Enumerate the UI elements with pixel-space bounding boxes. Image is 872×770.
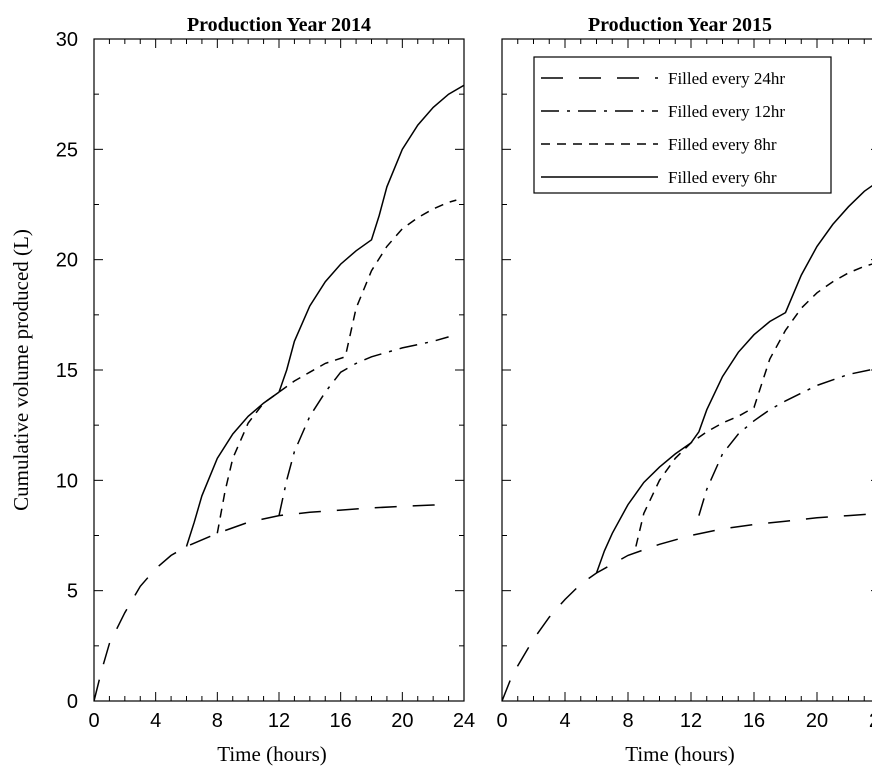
- series-line-1: [502, 513, 872, 701]
- y-tick-label: 5: [67, 581, 78, 603]
- legend-label-3: Filled every 8hr: [668, 135, 777, 154]
- y-tick-label: 0: [67, 691, 78, 713]
- ticks-2014: 0 4 8 12 16 20 24 0 5 10 15 20 25 30: [56, 29, 475, 732]
- x-axis-label-2015: Time (hours): [625, 742, 734, 766]
- series-2015: [502, 184, 872, 701]
- x-tick-label: 8: [622, 710, 633, 732]
- series-line-3: [635, 263, 872, 547]
- panel-title-2014: Production Year 2014: [187, 14, 371, 36]
- x-tick-label: 12: [268, 710, 290, 732]
- x-tick-label: 4: [150, 710, 161, 732]
- panel-2015: Production Year 2015 Time (hours) 0 4 8 12 1…: [496, 14, 872, 766]
- x-tick-label: 16: [330, 710, 352, 732]
- series-2014: [94, 84, 464, 701]
- x-tick-label: 0: [496, 710, 507, 732]
- series-line-2: [278, 336, 449, 516]
- series-line-2: [698, 368, 872, 516]
- series-line-4: [595, 184, 872, 574]
- x-tick-label: 24: [453, 710, 475, 732]
- y-tick-label: 30: [56, 29, 78, 51]
- x-tick-label: 20: [806, 710, 828, 732]
- series-line-1: [94, 503, 449, 701]
- series-line-4: [185, 84, 464, 547]
- legend-label-1: Filled every 24hr: [668, 69, 785, 88]
- panel-2014: Production Year 2014 Time (hours) 0 4 8 12 1…: [56, 14, 475, 766]
- y-tick-label: 10: [56, 470, 78, 492]
- y-axis-label: Cumulative volume produced (L): [9, 229, 33, 511]
- panel-title-2015: Production Year 2015: [588, 14, 772, 36]
- legend-label-4: Filled every 6hr: [668, 168, 777, 187]
- y-tick-label: 20: [56, 250, 78, 272]
- x-tick-label: 12: [680, 710, 702, 732]
- ticks-2015: 0 4 8 12 16 20 24: [496, 38, 872, 732]
- legend-box: [533, 56, 832, 194]
- x-tick-label: 4: [559, 710, 570, 732]
- x-tick-label: 0: [88, 710, 99, 732]
- x-tick-label: 20: [391, 710, 413, 732]
- x-tick-label: 16: [743, 710, 765, 732]
- y-tick-label: 25: [56, 139, 78, 161]
- y-tick-label: 15: [56, 360, 78, 382]
- x-tick-label: 8: [212, 710, 223, 732]
- series-line-3: [216, 199, 457, 534]
- x-tick-label: 24: [869, 710, 872, 732]
- legend: Filled every 24hr Filled every 12hr Filled…: [533, 56, 832, 194]
- x-axis-label-2014: Time (hours): [217, 742, 326, 766]
- legend-label-2: Filled every 12hr: [668, 102, 785, 121]
